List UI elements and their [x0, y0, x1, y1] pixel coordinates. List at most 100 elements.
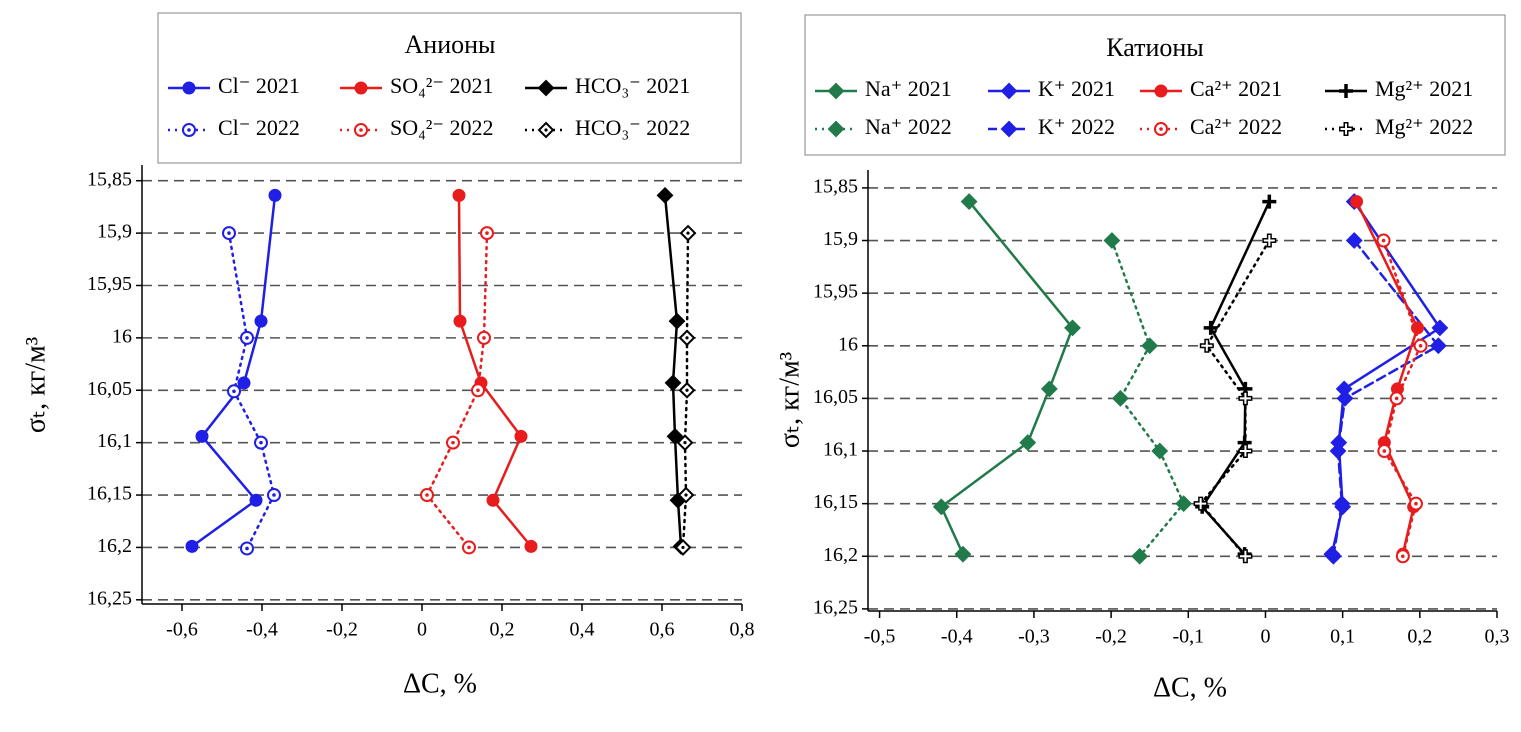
- y-tick-label: 15,85: [813, 175, 858, 197]
- marker-shape: [1154, 84, 1168, 98]
- marker-dot: [683, 441, 687, 445]
- marker-shape: [453, 314, 467, 328]
- marker-shape: [1151, 442, 1169, 460]
- x-tick-label: 0,6: [650, 619, 675, 641]
- data-point: [524, 539, 538, 553]
- marker-shape: [666, 427, 684, 445]
- x-tick-label: -0,4: [246, 619, 278, 641]
- legend-label: Ca²⁺ 2022: [1190, 114, 1282, 139]
- data-point: [195, 429, 209, 443]
- y-tick-label: 16,25: [813, 596, 858, 618]
- data-point: [240, 541, 254, 556]
- data-point: [1431, 319, 1449, 337]
- data-point: [679, 224, 697, 242]
- marker-dot: [232, 389, 236, 394]
- marker-dot: [425, 493, 429, 497]
- data-point: [954, 545, 972, 563]
- y-tick-label: 15,9: [823, 228, 858, 250]
- x-tick-label: -0,5: [864, 626, 896, 648]
- marker-dot: [686, 231, 690, 235]
- legend-label: Na⁺ 2021: [865, 76, 952, 101]
- chart-panel: 15,85 15,9 15,95 16 16,05 16,1 16,15 16,2 16,25 -…: [20, 12, 755, 699]
- marker-dot: [1382, 449, 1387, 453]
- data-point: [668, 312, 686, 330]
- series-line: [1110, 239, 1186, 558]
- marker-inner: [1195, 498, 1207, 510]
- y-tick-label: 16: [838, 333, 858, 355]
- x-tick-label: 0,8: [730, 619, 755, 641]
- data-point: [1040, 380, 1058, 398]
- marker-dot: [1418, 343, 1423, 348]
- x-tick-label: -0,2: [1095, 626, 1127, 648]
- legend-marker: [354, 81, 368, 95]
- data-point: [1131, 547, 1149, 565]
- legend-marker: [1339, 122, 1353, 136]
- marker-shape: [1064, 319, 1081, 337]
- legend-label: Mg²⁺ 2021: [1375, 76, 1473, 101]
- y-tick-label: 16,1: [823, 439, 858, 461]
- data-point: [471, 383, 485, 398]
- x-tick-label: -0,1: [1172, 626, 1204, 648]
- series-line: [1330, 200, 1442, 556]
- y-tick-label: 16,2: [823, 544, 858, 566]
- data-point: [1262, 233, 1277, 248]
- legend-title: Катионы: [1106, 33, 1204, 62]
- data-point: [1389, 391, 1404, 406]
- legend-label: HCO₃⁻ 2022: [575, 115, 690, 140]
- marker-dot: [259, 440, 263, 445]
- marker-dot: [187, 128, 191, 132]
- data-point: [1238, 549, 1253, 564]
- marker-shape: [182, 81, 196, 95]
- marker-shape: [954, 545, 972, 563]
- marker-shape: [1141, 337, 1159, 355]
- marker-shape: [1350, 195, 1364, 209]
- legend-label: SO₄²⁻ 2022: [390, 115, 494, 140]
- legend-marker: [1154, 122, 1168, 136]
- data-point: [932, 498, 950, 516]
- data-point: [185, 539, 199, 553]
- data-point: [1413, 338, 1428, 353]
- legend-marker: [1000, 82, 1018, 100]
- y-tick-label: 16,25: [87, 587, 132, 609]
- marker-dot: [359, 128, 363, 132]
- marker-shape: [254, 314, 268, 328]
- data-point: [227, 384, 241, 399]
- y-tick-label: 16,05: [87, 378, 132, 400]
- marker-dot: [467, 545, 471, 550]
- marker-shape: [668, 312, 686, 330]
- data-point: [1377, 444, 1392, 459]
- marker-dot: [1414, 501, 1418, 506]
- series-line: [1198, 239, 1271, 558]
- marker-shape: [268, 188, 282, 202]
- marker-dot: [544, 128, 548, 132]
- marker-shape: [1339, 84, 1353, 98]
- data-point: [678, 329, 696, 347]
- x-tick-label: 0: [1260, 626, 1270, 648]
- legend-marker: [1339, 84, 1353, 98]
- series-line: [227, 231, 276, 550]
- data-point: [480, 226, 494, 241]
- data-point: [674, 539, 692, 556]
- data-point: [1175, 495, 1193, 513]
- marker-inner: [1263, 235, 1275, 247]
- marker-dot: [1394, 396, 1399, 401]
- marker-shape: [195, 429, 209, 443]
- data-point: [1203, 320, 1218, 335]
- marker-shape: [1324, 547, 1342, 565]
- marker-shape: [249, 493, 263, 507]
- legend-marker: [537, 121, 555, 139]
- marker-dot: [1401, 554, 1405, 559]
- data-point: [666, 427, 684, 445]
- x-axis-label: ΔC, %: [403, 668, 477, 699]
- legend-title: Анионы: [405, 30, 496, 59]
- series-line: [1332, 239, 1441, 558]
- series-line: [681, 231, 690, 549]
- data-point: [1333, 495, 1351, 513]
- marker-shape: [185, 539, 199, 553]
- marker-dot: [684, 493, 688, 497]
- marker-shape: [354, 81, 368, 95]
- marker-shape: [656, 186, 674, 204]
- data-point: [254, 435, 268, 450]
- data-point: [446, 435, 460, 450]
- data-point: [486, 493, 500, 507]
